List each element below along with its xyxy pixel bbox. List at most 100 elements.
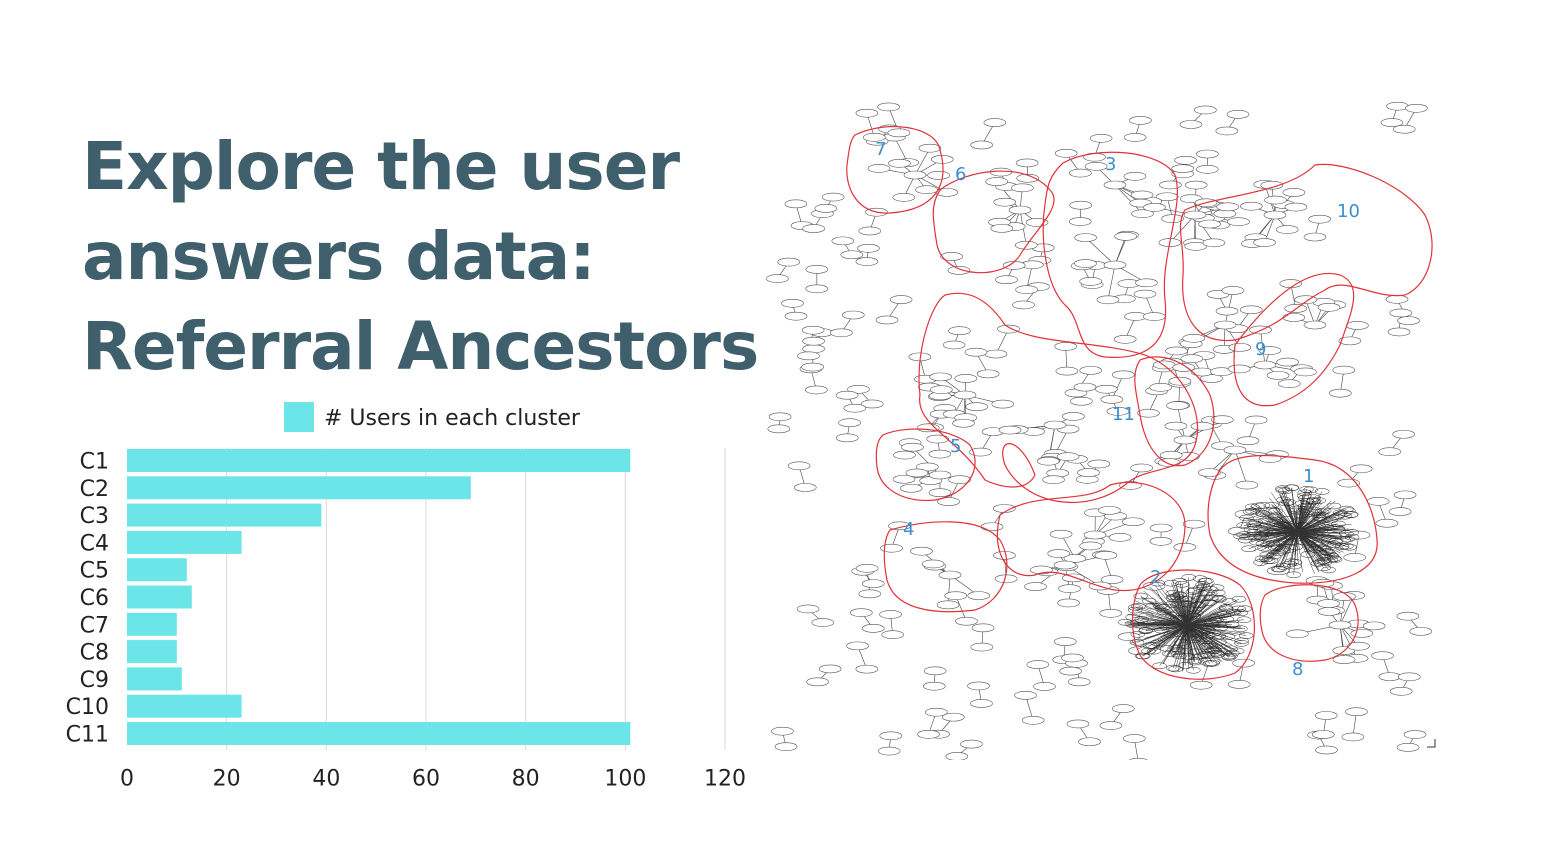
graph-node bbox=[840, 250, 864, 260]
graph-node bbox=[1181, 574, 1196, 581]
graph-node bbox=[1182, 334, 1206, 343]
graph-node bbox=[1141, 597, 1157, 605]
graph-node bbox=[888, 158, 911, 168]
graph-edge bbox=[1296, 500, 1319, 533]
graph-node bbox=[1170, 650, 1186, 658]
graph-edge bbox=[1135, 607, 1188, 626]
graph-node bbox=[1073, 382, 1097, 392]
graph-node bbox=[1202, 641, 1217, 648]
graph-node bbox=[838, 418, 861, 428]
graph-node bbox=[967, 681, 990, 691]
graph-edge bbox=[1272, 509, 1298, 533]
graph-node bbox=[1189, 680, 1213, 690]
graph-edge bbox=[1296, 531, 1319, 564]
graph-node bbox=[1119, 481, 1142, 490]
graph-node bbox=[863, 133, 886, 142]
graph-node bbox=[1129, 639, 1145, 646]
graph-node bbox=[1059, 666, 1082, 676]
graph-edge bbox=[1294, 531, 1298, 563]
graph-node bbox=[855, 257, 879, 266]
graph-node bbox=[814, 204, 838, 213]
graph-node bbox=[1159, 645, 1175, 652]
graph-node bbox=[1053, 560, 1077, 570]
graph-node bbox=[899, 483, 923, 493]
graph-node bbox=[1236, 436, 1260, 446]
cluster-outline bbox=[875, 428, 976, 502]
graph-edge bbox=[1114, 236, 1126, 266]
graph-node bbox=[1213, 320, 1237, 330]
title-line-1: Explore the user bbox=[82, 128, 680, 205]
graph-node bbox=[1207, 647, 1223, 654]
graph-node bbox=[850, 608, 873, 617]
graph-edge bbox=[1283, 531, 1298, 552]
graph-edge bbox=[1186, 612, 1242, 626]
graph-node bbox=[875, 315, 899, 325]
graph-node bbox=[1043, 420, 1067, 430]
graph-node bbox=[1315, 745, 1338, 755]
cluster-outline bbox=[1131, 569, 1256, 680]
graph-node bbox=[1133, 592, 1149, 600]
graph-edge bbox=[1296, 531, 1324, 568]
graph-edge bbox=[914, 148, 931, 176]
graph-node bbox=[1186, 636, 1201, 644]
cluster-label-4: 4 bbox=[903, 519, 914, 540]
graph-node bbox=[1185, 588, 1201, 595]
graph-node bbox=[1195, 165, 1219, 174]
bar-c8 bbox=[127, 640, 177, 664]
graph-node bbox=[1233, 625, 1248, 632]
category-label: C1 bbox=[80, 450, 109, 475]
graph-node bbox=[1341, 732, 1365, 742]
graph-node bbox=[1338, 336, 1362, 346]
graph-node bbox=[879, 731, 903, 741]
graph-edge bbox=[1264, 531, 1298, 549]
graph-edge bbox=[1181, 584, 1188, 626]
graph-node bbox=[1123, 172, 1147, 181]
graph-node bbox=[1264, 195, 1287, 205]
x-tick-label: 20 bbox=[213, 766, 241, 791]
graph-node bbox=[995, 275, 1018, 285]
graph-node bbox=[1178, 595, 1194, 603]
graph-node bbox=[887, 128, 911, 138]
chart-x-tick-labels: 0 20 40 60 80 100 120 bbox=[120, 766, 746, 791]
graph-node bbox=[1054, 342, 1078, 351]
graph-node bbox=[1345, 707, 1368, 717]
graph-node bbox=[1222, 598, 1237, 605]
graph-edge bbox=[1186, 624, 1238, 652]
graph-node bbox=[1183, 210, 1207, 220]
graph-node bbox=[1205, 659, 1220, 667]
graph-node bbox=[1197, 650, 1213, 658]
graph-node bbox=[1256, 544, 1272, 552]
graph-node bbox=[1277, 487, 1293, 495]
graph-node bbox=[1166, 401, 1189, 410]
graph-node bbox=[952, 418, 975, 428]
bar-c7 bbox=[127, 612, 177, 636]
graph-edge bbox=[1279, 531, 1298, 570]
graph-node bbox=[1078, 737, 1101, 747]
graph-edge bbox=[1186, 624, 1234, 655]
graph-node bbox=[1062, 412, 1085, 421]
graph-node bbox=[1258, 346, 1282, 355]
graph-edge bbox=[1296, 525, 1303, 533]
graph-edge bbox=[1271, 492, 1298, 533]
graph-node bbox=[1282, 313, 1306, 322]
graph-edge bbox=[1339, 624, 1358, 659]
graph-node bbox=[926, 434, 950, 444]
graph-node bbox=[889, 295, 913, 304]
graph-node bbox=[1263, 210, 1287, 220]
category-label: C11 bbox=[66, 723, 109, 748]
graph-edge bbox=[1186, 624, 1196, 652]
graph-node bbox=[805, 385, 828, 395]
graph-node bbox=[846, 641, 869, 651]
graph-node bbox=[993, 551, 1016, 560]
graph-node bbox=[1122, 517, 1145, 527]
graph-node bbox=[1152, 662, 1167, 670]
category-label: C4 bbox=[80, 531, 109, 556]
graph-node bbox=[1210, 612, 1225, 620]
graph-node bbox=[1123, 133, 1147, 142]
graph-node bbox=[925, 707, 948, 717]
graph-dense-clusters bbox=[1117, 484, 1360, 674]
graph-node bbox=[1210, 651, 1226, 658]
category-label: C5 bbox=[80, 559, 109, 584]
graph-node bbox=[1134, 616, 1149, 623]
